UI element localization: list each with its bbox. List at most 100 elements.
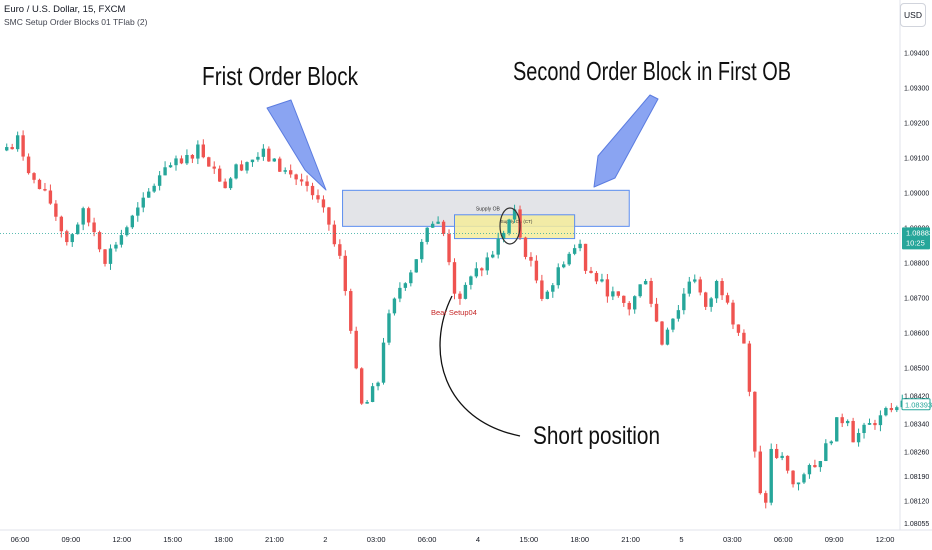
candle-body: [758, 451, 762, 494]
candle-body: [698, 279, 702, 293]
last-price-value: 1.08393: [905, 400, 932, 409]
candle-body: [731, 302, 735, 325]
candle-body: [436, 221, 440, 224]
short-position-annotation: Short position: [533, 422, 660, 450]
candle-body: [376, 382, 380, 387]
candle-body: [545, 291, 550, 299]
candle-body: [32, 173, 36, 180]
candle-body: [895, 407, 899, 411]
candle-body: [551, 285, 555, 292]
currency-button[interactable]: USD: [900, 3, 926, 27]
candle-body: [638, 284, 642, 297]
candle-body: [349, 291, 353, 331]
time-tick-label: 06:00: [774, 535, 793, 544]
candle-body: [92, 222, 96, 233]
candle-body: [622, 295, 626, 303]
candle-body: [70, 234, 74, 243]
price-tick-label: 1.09400: [904, 50, 929, 57]
price-tick-label: 1.08340: [904, 421, 929, 428]
candle-body: [463, 284, 468, 299]
candle-body: [556, 267, 560, 286]
candle-body: [441, 221, 446, 234]
candle-body: [409, 272, 413, 284]
candle-body: [86, 208, 91, 223]
candle-body: [316, 195, 320, 200]
candle-body: [572, 248, 577, 254]
candle-body: [10, 147, 14, 150]
candle-body: [26, 156, 31, 174]
candle-body: [207, 157, 211, 167]
candle-body: [256, 156, 260, 160]
candle-body: [813, 465, 817, 468]
candle-body: [845, 420, 850, 424]
time-tick-label: 15:00: [519, 535, 538, 544]
candle-body: [747, 343, 752, 392]
candle-body: [119, 235, 124, 245]
candle-body: [54, 203, 58, 217]
candle-body: [234, 164, 238, 179]
time-tick-label: 03:00: [723, 535, 742, 544]
time-tick-label: 5: [679, 535, 683, 544]
candle-body: [824, 443, 828, 462]
candle-body: [627, 302, 631, 310]
candle-body: [305, 181, 309, 186]
candle-body: [152, 185, 156, 192]
second-ob-arrow-icon: [593, 94, 659, 188]
candle-body: [851, 420, 855, 443]
candle-body: [725, 295, 730, 303]
candle-body: [802, 474, 806, 483]
candle-body: [589, 270, 593, 273]
candle-body: [190, 155, 195, 159]
candle-body: [529, 256, 533, 261]
time-tick-label: 2: [323, 535, 327, 544]
supply-ob-inner-label: Supply OB (CT): [501, 219, 533, 224]
candle-body: [338, 244, 342, 256]
candle-body: [370, 386, 375, 402]
candle-body: [147, 191, 151, 198]
candle-body: [665, 329, 670, 345]
time-tick-label: 21:00: [621, 535, 640, 544]
candle-body: [294, 174, 298, 180]
candle-body: [687, 281, 691, 294]
candle-body: [889, 407, 894, 411]
candle-body: [474, 268, 479, 277]
candle-body: [469, 276, 473, 285]
short-position-curve: [439, 295, 521, 437]
candle-body: [387, 313, 391, 343]
candle-body: [114, 244, 118, 249]
candle-body: [420, 241, 424, 260]
price-axis: 1.094001.093001.092001.091001.090001.089…: [904, 50, 929, 528]
candle-body: [512, 209, 517, 220]
candle-body: [562, 264, 566, 268]
candle-body: [343, 255, 347, 292]
candle-body: [278, 158, 282, 172]
first-ob-arrow-icon: [266, 99, 327, 191]
candle-body: [780, 455, 784, 458]
candle-body: [753, 391, 757, 452]
candle-body: [81, 208, 85, 225]
last-price-tag: 1.08393: [901, 398, 932, 411]
candle-body: [59, 216, 64, 232]
time-tick-label: 12:00: [876, 535, 895, 544]
price-tick-label: 1.08120: [904, 498, 929, 505]
price-tick-label: 1.08700: [904, 295, 929, 302]
candle-series: [5, 130, 904, 509]
candle-body: [37, 179, 42, 190]
candle-body: [480, 268, 484, 271]
candle-body: [97, 232, 102, 250]
candle-body: [785, 455, 790, 471]
candle-body: [136, 207, 140, 216]
price-tick-label: 1.08260: [904, 449, 929, 456]
time-tick-label: 06:00: [11, 535, 30, 544]
candle-body: [736, 324, 741, 333]
candle-body: [709, 298, 713, 307]
candle-body: [501, 232, 506, 239]
time-tick-label: 18:00: [214, 535, 233, 544]
candle-body: [829, 441, 833, 444]
candle-body: [430, 223, 435, 228]
candle-body: [676, 310, 681, 319]
candle-body: [578, 243, 582, 249]
price-tick-label: 1.09000: [904, 190, 929, 197]
indicator-title[interactable]: SMC Setup Order Blocks 01 TFlab (2): [4, 17, 148, 27]
candle-body: [43, 189, 47, 191]
